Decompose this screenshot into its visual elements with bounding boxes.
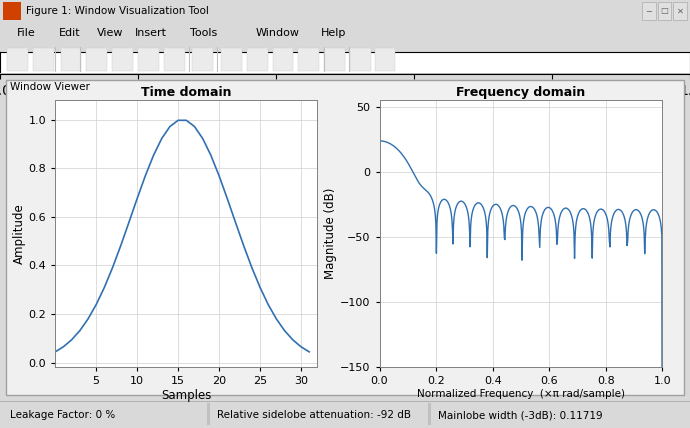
Bar — [86, 48, 107, 71]
Bar — [658, 2, 671, 20]
Bar — [221, 48, 242, 71]
Text: ✕: ✕ — [677, 6, 684, 15]
Title: Frequency domain: Frequency domain — [456, 86, 586, 99]
Text: Leakage Factor: 0 %: Leakage Factor: 0 % — [10, 410, 116, 420]
Bar — [324, 48, 345, 71]
Text: Relative sidelobe attenuation: -92 dB: Relative sidelobe attenuation: -92 dB — [217, 410, 411, 420]
Bar — [350, 48, 371, 71]
Bar — [112, 48, 133, 71]
Title: Time domain: Time domain — [141, 86, 232, 99]
Bar — [138, 48, 159, 71]
Bar — [7, 48, 28, 71]
Text: Insert: Insert — [135, 28, 166, 38]
Text: Edit: Edit — [59, 28, 80, 38]
Text: Figure 1: Window Visualization Tool: Figure 1: Window Visualization Tool — [26, 6, 209, 16]
Bar — [298, 48, 319, 71]
Bar — [164, 48, 185, 71]
Bar — [642, 2, 656, 20]
Bar — [428, 403, 431, 425]
Bar — [375, 48, 395, 71]
Y-axis label: Magnitude (dB): Magnitude (dB) — [324, 188, 337, 279]
FancyBboxPatch shape — [6, 80, 684, 395]
X-axis label: Samples: Samples — [161, 389, 212, 402]
Bar — [273, 48, 293, 71]
Bar — [61, 48, 81, 71]
Text: ─: ─ — [646, 6, 651, 15]
Text: Mainlobe width (-3dB): 0.11719: Mainlobe width (-3dB): 0.11719 — [438, 410, 603, 420]
Text: File: File — [17, 28, 36, 38]
Bar — [3, 2, 21, 20]
Text: Tools: Tools — [190, 28, 217, 38]
Bar — [192, 48, 213, 71]
Bar — [207, 403, 210, 425]
X-axis label: Normalized Frequency  (×π rad/sample): Normalized Frequency (×π rad/sample) — [417, 389, 625, 399]
Bar — [33, 48, 54, 71]
Text: □: □ — [660, 6, 669, 15]
Y-axis label: Amplitude: Amplitude — [12, 203, 26, 264]
Text: Window Viewer: Window Viewer — [10, 82, 90, 92]
Text: Window: Window — [255, 28, 299, 38]
Bar — [673, 2, 687, 20]
Bar — [247, 48, 268, 71]
Text: Help: Help — [321, 28, 346, 38]
Text: View: View — [97, 28, 123, 38]
